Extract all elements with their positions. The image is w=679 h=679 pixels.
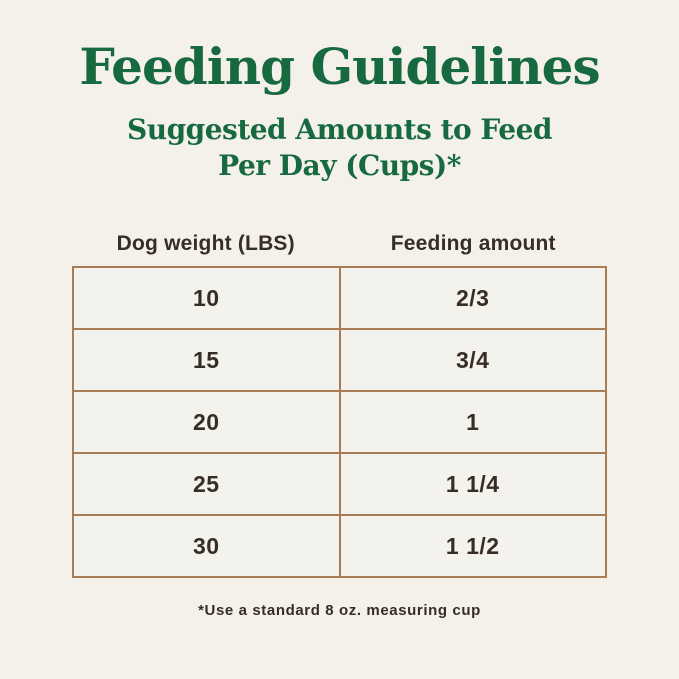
subtitle-line-2: Per Day (Cups)* <box>218 148 461 182</box>
subtitle-line-1: Suggested Amounts to Feed <box>127 112 553 146</box>
column-header-dog-weight: Dog weight (LBS) <box>116 232 295 256</box>
feeding-table: 10 2/3 15 3/4 20 1 25 1 1/4 30 1 1/2 <box>72 266 607 579</box>
table-row: 15 3/4 <box>72 328 607 393</box>
cell-amount: 1 1/4 <box>338 452 607 517</box>
table-row: 25 1 1/4 <box>72 452 607 517</box>
table-row: 20 1 <box>72 390 607 455</box>
cell-amount: 1 1/2 <box>338 514 607 579</box>
measuring-cup-footnote: *Use a standard 8 oz. measuring cup <box>198 602 481 620</box>
table-row: 30 1 1/2 <box>72 514 607 579</box>
cell-weight: 10 <box>72 266 341 331</box>
cell-weight: 30 <box>72 514 341 579</box>
page-title: Feeding Guidelines <box>79 37 600 96</box>
cell-weight: 15 <box>72 328 341 393</box>
cell-weight: 20 <box>72 390 341 455</box>
cell-weight: 25 <box>72 452 341 517</box>
cell-amount: 3/4 <box>338 328 607 393</box>
table-column-headers: Dog weight (LBS) Feeding amount <box>72 232 607 256</box>
cell-amount: 2/3 <box>338 266 607 331</box>
column-header-feeding-amount: Feeding amount <box>390 232 556 256</box>
feeding-table-section: Dog weight (LBS) Feeding amount 10 2/3 1… <box>72 232 607 579</box>
table-row: 10 2/3 <box>72 266 607 331</box>
page-subtitle: Suggested Amounts to Feed Per Day (Cups)… <box>127 112 553 185</box>
cell-amount: 1 <box>338 390 607 455</box>
